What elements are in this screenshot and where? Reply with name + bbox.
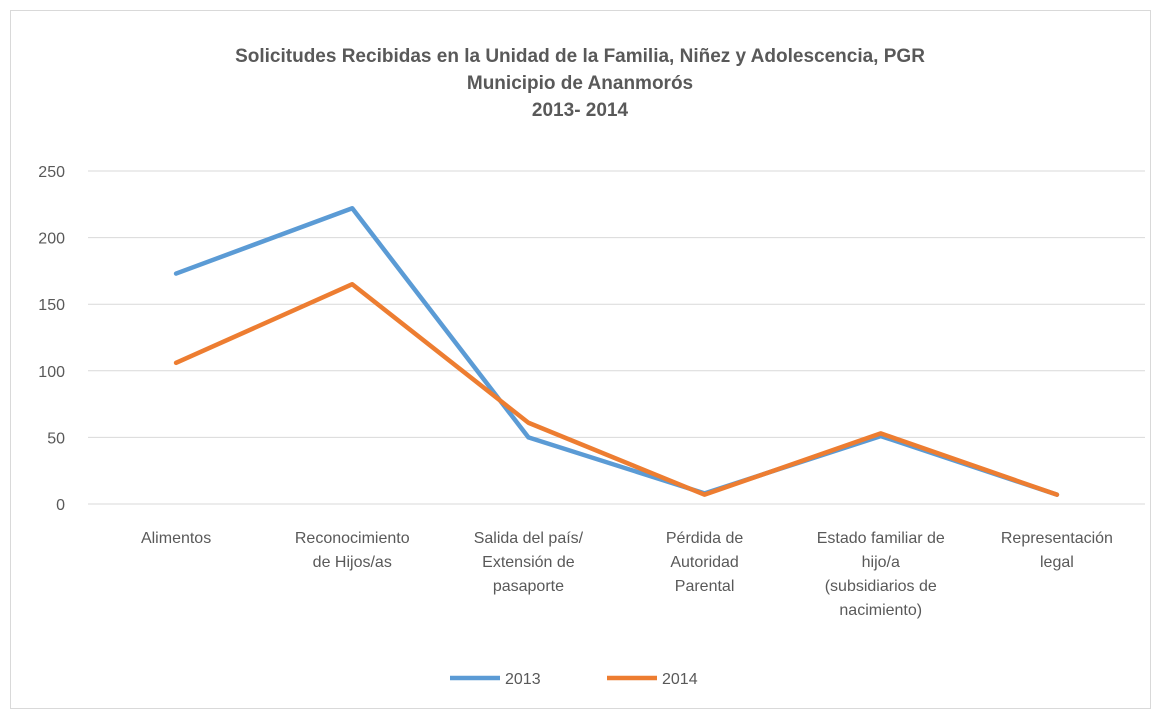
- y-tick-label: 150: [38, 297, 65, 314]
- y-tick-label: 50: [47, 430, 65, 447]
- chart-border: [10, 10, 1151, 709]
- y-tick-label: 250: [38, 164, 65, 181]
- x-tick-label: Estado familiar de hijo/a (subsidiarios de…: [817, 530, 945, 619]
- y-tick-label: 0: [56, 497, 65, 514]
- x-tick-label: Pérdida de Autoridad Parental: [666, 530, 743, 595]
- x-tick-label: Reconocimiento de Hijos/as: [295, 530, 410, 571]
- y-tick-label: 100: [38, 364, 65, 381]
- y-tick-label: 200: [38, 231, 65, 248]
- x-tick-label: Salida del país/Extensión de pasaporte: [474, 530, 584, 595]
- x-tick-label: Representación legal: [1001, 530, 1113, 571]
- series-line: [173, 281, 1060, 497]
- legend-label: 2014: [662, 671, 698, 688]
- legend-label: 2013: [505, 671, 541, 688]
- x-tick-label: Alimentos: [141, 530, 211, 547]
- chart-title: Solicitudes Recibidas en la Unidad de la…: [235, 46, 925, 121]
